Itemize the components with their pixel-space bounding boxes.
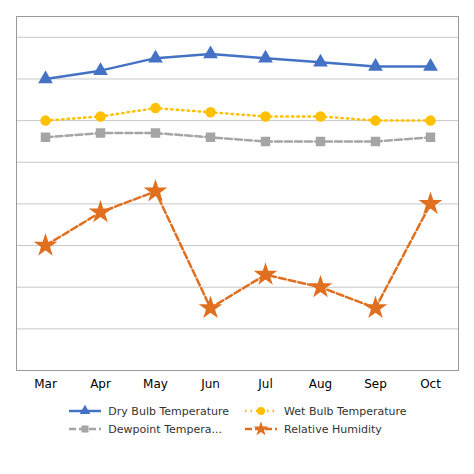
svg-text:Jun: Jun [200, 377, 220, 391]
html-text:Dry Bulb Temperature: Dry Bulb Temperature [108, 404, 230, 418]
svg-text:Apr: Apr [90, 377, 111, 391]
svg-text:Aug: Aug [309, 377, 332, 391]
svg-text:Mar: Mar [34, 377, 57, 391]
svg-text:Sep: Sep [364, 377, 387, 391]
html-text:Dewpoint Tempera...: Dewpoint Tempera... [108, 422, 222, 436]
svg-text:May: May [143, 377, 168, 391]
svg-text:Oct: Oct [420, 377, 441, 391]
html-text:Wet Bulb Temperature: Wet Bulb Temperature [284, 404, 407, 418]
html-text:Relative Humidity: Relative Humidity [284, 422, 382, 436]
svg-text:Jul: Jul [257, 377, 272, 391]
